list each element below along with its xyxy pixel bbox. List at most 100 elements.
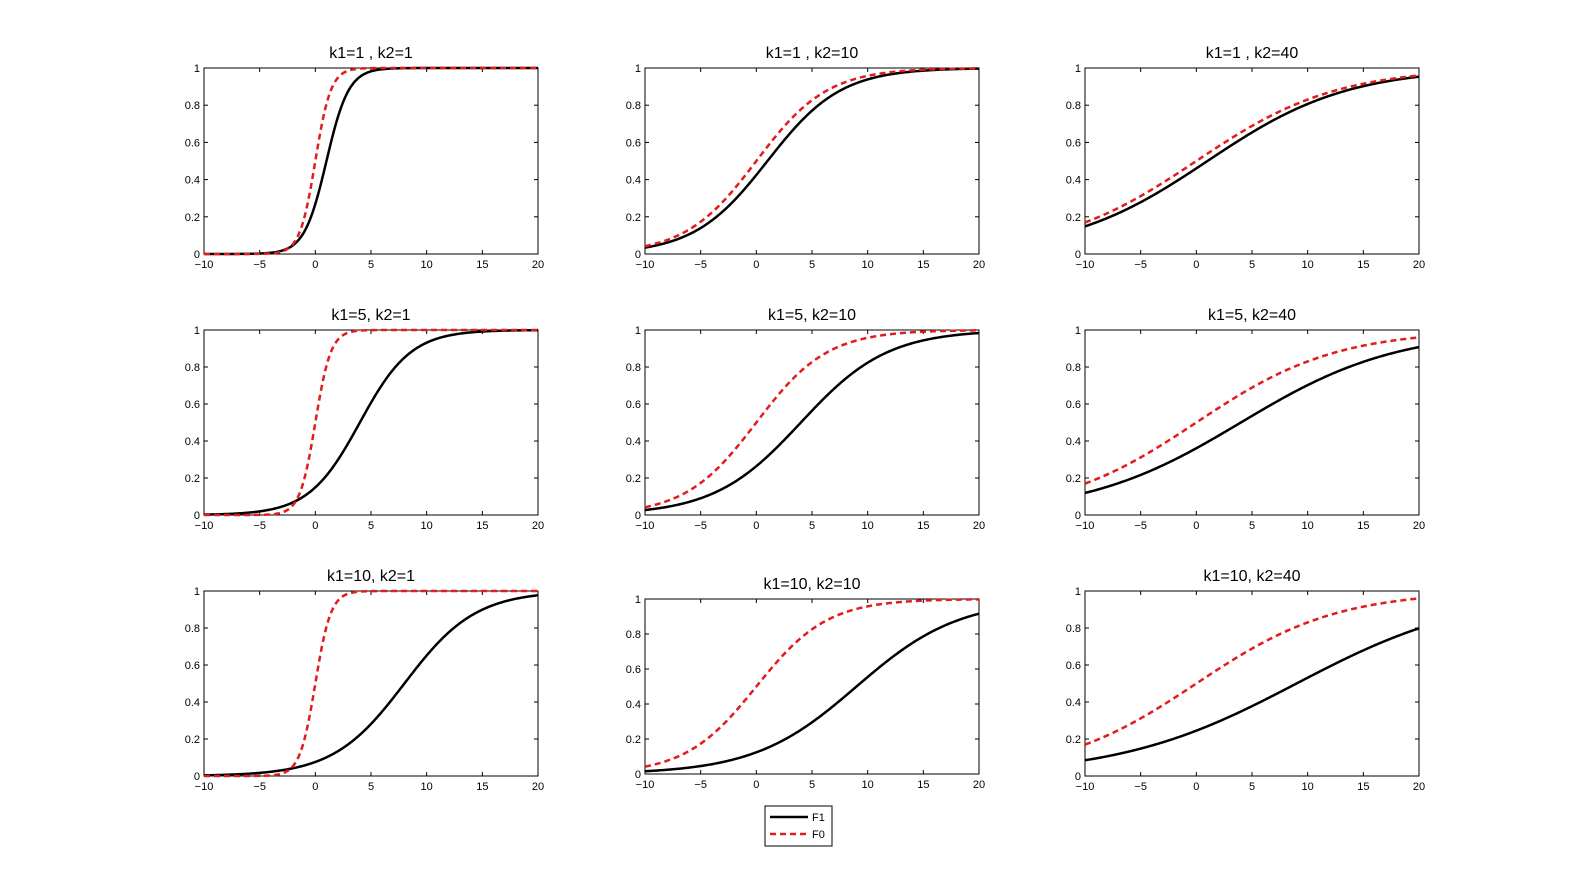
series-f1-line	[203, 328, 539, 516]
x-tick-label: −10	[1076, 520, 1095, 532]
series-f0-line	[204, 589, 538, 778]
y-tick-label: 0.2	[185, 212, 200, 224]
y-tick-label: 0.2	[185, 734, 200, 746]
x-tick-label: 20	[532, 259, 544, 271]
y-tick-label: 0	[194, 510, 200, 522]
axes-box	[203, 590, 539, 777]
x-tick-label: −5	[1134, 259, 1147, 271]
x-tick-label: −10	[636, 259, 655, 271]
x-tick-label: 0	[312, 259, 318, 271]
y-tick-label: 0.4	[185, 436, 200, 448]
subplot-title: k1=10, k2=40	[1204, 568, 1301, 585]
y-tick-label: 0.8	[185, 362, 200, 374]
subplot-title: k1=1 , k2=10	[766, 45, 859, 62]
x-tick-label: 10	[862, 259, 874, 271]
y-tick-label: 1	[635, 63, 641, 75]
y-tick-label: 0	[635, 510, 641, 522]
x-tick-label: 15	[476, 259, 488, 271]
legend-f1-label: F1	[812, 812, 825, 824]
series-f0-line	[1084, 336, 1420, 485]
y-tick-label: 1	[194, 325, 200, 337]
x-tick-label: 5	[1249, 520, 1255, 532]
y-tick-label: 0.4	[626, 699, 641, 711]
y-tick-label: 1	[635, 594, 641, 606]
x-tick-label: 10	[421, 259, 433, 271]
y-tick-label: 1	[194, 63, 200, 75]
x-tick-label: −5	[253, 781, 266, 793]
x-tick-label: 20	[1413, 259, 1425, 271]
x-tick-label: −5	[1134, 781, 1147, 793]
x-tick-label: 5	[368, 520, 374, 532]
y-tick-label: 0	[194, 249, 200, 261]
series-f0-line	[644, 598, 980, 768]
x-tick-label: 20	[1413, 781, 1425, 793]
x-tick-label: −10	[636, 520, 655, 532]
x-tick-label: 15	[476, 781, 488, 793]
x-tick-label: 5	[368, 781, 374, 793]
x-tick-label: 15	[476, 520, 488, 532]
y-tick-label: 1	[194, 586, 200, 598]
x-tick-label: 0	[1193, 259, 1199, 271]
y-tick-label: 0.4	[1066, 436, 1081, 448]
x-tick-label: 15	[1357, 781, 1369, 793]
x-tick-label: 5	[368, 259, 374, 271]
axes-box	[203, 67, 539, 255]
y-tick-label: 1	[1075, 63, 1081, 75]
y-tick-label: 0.2	[1066, 212, 1081, 224]
x-tick-label: −5	[253, 259, 266, 271]
subplot-title: k1=5, k2=10	[768, 307, 856, 324]
y-tick-label: 0.2	[1066, 734, 1081, 746]
axes-box	[1084, 67, 1420, 255]
y-tick-label: 0	[1075, 510, 1081, 522]
y-tick-label: 0.4	[185, 697, 200, 709]
y-tick-label: 0.6	[626, 399, 641, 411]
y-tick-label: 0.4	[1066, 175, 1081, 187]
subplot-3: −10 −5 0 5 10 15 20 0 0.2 0.4 0.6 0.8 1 k1=1 , k2=40	[1066, 45, 1425, 271]
y-tick-label: 0	[1075, 249, 1081, 261]
y-tick-label: 0.2	[626, 473, 641, 485]
y-tick-label: 0	[194, 771, 200, 783]
y-tick-label: 0.8	[1066, 100, 1081, 112]
y-tick-label: 0.2	[626, 212, 641, 224]
y-tick-label: 1	[1075, 325, 1081, 337]
y-tick-label: 0.4	[185, 175, 200, 187]
y-tick-label: 1	[1075, 586, 1081, 598]
series-f1-line	[644, 331, 980, 512]
x-tick-label: 0	[1193, 781, 1199, 793]
x-tick-label: 20	[973, 779, 985, 791]
x-tick-label: 20	[532, 520, 544, 532]
y-tick-label: 0.6	[185, 399, 200, 411]
y-tick-label: 0.2	[1066, 473, 1081, 485]
x-tick-label: −10	[195, 520, 214, 532]
x-tick-label: 0	[1193, 520, 1199, 532]
series-f0-line	[644, 329, 980, 509]
legend-box	[764, 805, 833, 847]
subplot-5: −10 −5 0 5 10 15 20 0 0.2 0.4 0.6 0.8 1 k1=5, k2=10	[626, 307, 985, 532]
series-f1-line	[1084, 627, 1420, 762]
x-tick-label: 20	[973, 520, 985, 532]
x-tick-label: 20	[973, 259, 985, 271]
y-tick-label: 0.8	[626, 629, 641, 641]
y-tick-label: 0.8	[185, 623, 200, 635]
y-tick-label: 0.8	[1066, 362, 1081, 374]
y-tick-label: 0.2	[185, 473, 200, 485]
subplot-9: −10 −5 0 5 10 15 20 0 0.2 0.4 0.6 0.8 1 k1=10, k2=40	[1066, 568, 1425, 793]
x-tick-label: 5	[1249, 259, 1255, 271]
x-tick-label: 15	[1357, 259, 1369, 271]
subplot-4: −10 −5 0 5 10 15 20 0 0.2 0.4 0.6 0.8 1 k1=5, k2=1	[185, 307, 544, 532]
x-tick-label: 20	[532, 781, 544, 793]
subplot-2: −10 −5 0 5 10 15 20 0 0.2 0.4 0.6 0.8 1 k1=1 , k2=10	[626, 45, 985, 271]
x-tick-label: 10	[421, 781, 433, 793]
x-tick-label: −10	[636, 779, 655, 791]
x-tick-label: −5	[694, 259, 707, 271]
y-tick-label: 0.8	[626, 100, 641, 112]
x-tick-label: 5	[809, 779, 815, 791]
series-f1-line	[1084, 75, 1420, 228]
x-tick-label: 0	[312, 781, 318, 793]
y-tick-label: 0.8	[1066, 623, 1081, 635]
axes-box	[203, 329, 539, 516]
x-tick-label: 15	[917, 779, 929, 791]
subplot-1: −10 −5 0 5 10 15 20 0 0.2 0.4 0.6 0.8 1 k1=1 , k2=1	[185, 45, 544, 271]
x-tick-label: −10	[1076, 781, 1095, 793]
